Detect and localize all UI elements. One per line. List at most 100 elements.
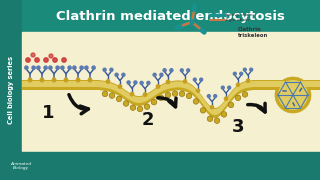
Circle shape	[147, 81, 150, 84]
Circle shape	[76, 78, 80, 82]
Text: Cell biology series: Cell biology series	[8, 56, 14, 124]
Circle shape	[236, 83, 240, 86]
Circle shape	[53, 58, 57, 62]
Circle shape	[49, 54, 53, 58]
Circle shape	[103, 68, 106, 71]
Circle shape	[106, 80, 110, 83]
Circle shape	[183, 80, 187, 83]
Circle shape	[193, 78, 196, 81]
Circle shape	[52, 78, 56, 82]
Circle shape	[156, 85, 160, 88]
Circle shape	[243, 68, 246, 71]
Circle shape	[143, 93, 147, 96]
Bar	[0, 152, 320, 180]
Circle shape	[214, 118, 220, 123]
Circle shape	[92, 66, 95, 69]
Circle shape	[40, 78, 44, 82]
Circle shape	[187, 69, 190, 72]
Circle shape	[85, 66, 88, 69]
Circle shape	[102, 91, 108, 97]
Circle shape	[186, 93, 192, 99]
Circle shape	[179, 91, 185, 96]
FancyArrowPatch shape	[69, 95, 88, 114]
Circle shape	[28, 78, 32, 82]
Circle shape	[25, 66, 28, 69]
Circle shape	[26, 58, 30, 62]
Polygon shape	[252, 81, 320, 87]
Circle shape	[246, 79, 250, 82]
Circle shape	[32, 66, 35, 69]
Text: Clathrin mediated endocytosis: Clathrin mediated endocytosis	[56, 10, 284, 22]
Circle shape	[116, 96, 122, 102]
Polygon shape	[178, 80, 252, 118]
Bar	[0, 0, 22, 180]
Polygon shape	[100, 81, 178, 103]
Circle shape	[235, 95, 241, 101]
Circle shape	[193, 99, 199, 104]
Circle shape	[221, 112, 227, 117]
Circle shape	[242, 92, 248, 97]
Circle shape	[158, 95, 164, 101]
Polygon shape	[22, 80, 100, 90]
Circle shape	[240, 72, 243, 75]
Circle shape	[153, 73, 156, 76]
Circle shape	[160, 73, 163, 76]
Circle shape	[123, 101, 129, 106]
Circle shape	[190, 20, 194, 24]
Circle shape	[35, 58, 39, 62]
Circle shape	[68, 66, 71, 69]
Circle shape	[73, 66, 76, 69]
Circle shape	[64, 78, 68, 82]
Circle shape	[61, 66, 64, 69]
Circle shape	[278, 80, 308, 110]
Circle shape	[151, 99, 157, 105]
Text: Clathrin
triskeleon: Clathrin triskeleon	[238, 27, 268, 38]
Circle shape	[44, 58, 48, 62]
Circle shape	[134, 81, 137, 84]
Circle shape	[130, 93, 134, 96]
Circle shape	[224, 97, 228, 100]
Circle shape	[118, 85, 122, 88]
Polygon shape	[178, 81, 252, 115]
Circle shape	[127, 81, 130, 84]
Circle shape	[200, 107, 206, 113]
Polygon shape	[22, 81, 100, 87]
Circle shape	[122, 73, 125, 76]
Circle shape	[166, 80, 170, 84]
Circle shape	[172, 91, 178, 96]
FancyArrowPatch shape	[248, 103, 265, 112]
Circle shape	[37, 66, 40, 69]
Circle shape	[211, 106, 214, 109]
Circle shape	[200, 78, 203, 81]
Bar	[22, 32, 320, 152]
Circle shape	[137, 106, 143, 112]
FancyArrowPatch shape	[158, 98, 176, 107]
Circle shape	[228, 102, 234, 108]
Circle shape	[144, 104, 150, 109]
Circle shape	[163, 69, 166, 72]
Circle shape	[180, 69, 183, 72]
Circle shape	[207, 95, 210, 98]
Circle shape	[221, 86, 224, 89]
Circle shape	[130, 105, 136, 110]
Circle shape	[110, 68, 113, 71]
Circle shape	[115, 73, 118, 76]
Text: heavy chain: heavy chain	[226, 13, 252, 17]
Text: light chain: light chain	[226, 18, 249, 22]
Circle shape	[233, 72, 236, 75]
Circle shape	[165, 92, 171, 98]
Polygon shape	[100, 80, 178, 106]
Circle shape	[250, 68, 252, 71]
Circle shape	[207, 116, 213, 122]
Circle shape	[88, 78, 92, 82]
Text: 2: 2	[142, 111, 154, 129]
Bar	[22, 0, 320, 32]
Circle shape	[109, 93, 115, 98]
Circle shape	[62, 58, 66, 62]
Circle shape	[170, 69, 173, 72]
Circle shape	[275, 77, 311, 113]
Circle shape	[214, 95, 217, 98]
Circle shape	[44, 66, 47, 69]
Text: 1: 1	[42, 104, 54, 122]
Circle shape	[140, 81, 143, 84]
